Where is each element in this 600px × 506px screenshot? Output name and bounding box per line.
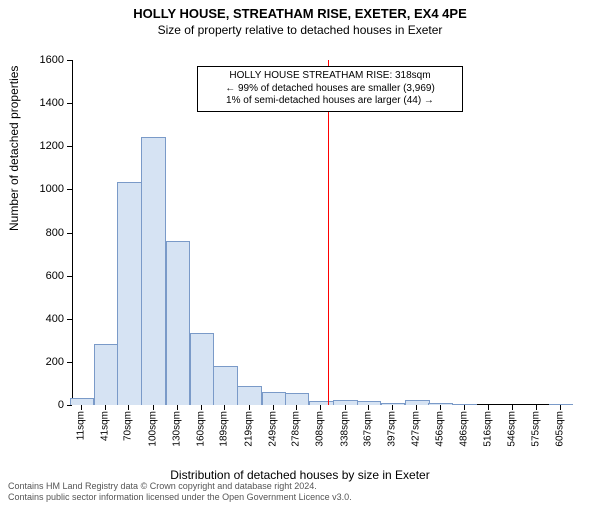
x-tick-label: 11sqm — [75, 411, 86, 440]
histogram-bar — [309, 401, 334, 405]
x-tick-mark — [81, 405, 82, 410]
histogram-bar — [549, 404, 574, 405]
x-tick-mark — [512, 405, 513, 410]
y-tick-label: 400 — [46, 313, 64, 325]
x-tick-label: 70sqm — [123, 411, 134, 441]
y-tick-mark — [67, 103, 72, 104]
x-tick-mark — [320, 405, 321, 410]
y-axis-label: Number of detached properties — [7, 66, 21, 231]
y-tick-mark — [67, 60, 72, 61]
axis-y-line — [72, 60, 73, 405]
footer-line: Contains HM Land Registry data © Crown c… — [8, 481, 352, 492]
x-tick-label: 219sqm — [243, 411, 254, 447]
y-tick-mark — [67, 276, 72, 277]
histogram-bar — [453, 404, 478, 405]
x-tick-mark — [177, 405, 178, 410]
y-tick-mark — [67, 362, 72, 363]
x-tick-label: 427sqm — [411, 411, 422, 447]
histogram-bar — [117, 182, 142, 405]
x-tick-label: 249sqm — [267, 411, 278, 447]
histogram-bar — [70, 398, 95, 405]
x-axis-label: Distribution of detached houses by size … — [0, 468, 600, 482]
annotation-line: 1% of semi-detached houses are larger (4… — [204, 95, 456, 108]
x-tick-label: 456sqm — [434, 411, 445, 447]
chart-subtitle: Size of property relative to detached ho… — [0, 23, 600, 37]
x-tick-label: 486sqm — [458, 411, 469, 447]
x-tick-mark — [273, 405, 274, 410]
histogram-bar — [190, 333, 215, 405]
x-tick-mark — [536, 405, 537, 410]
x-tick-label: 160sqm — [196, 411, 207, 447]
chart-title: HOLLY HOUSE, STREATHAM RISE, EXETER, EX4… — [0, 6, 600, 21]
histogram-bar — [94, 344, 119, 405]
x-tick-mark — [560, 405, 561, 410]
x-tick-label: 278sqm — [291, 411, 302, 447]
x-tick-mark — [464, 405, 465, 410]
histogram-bar — [285, 393, 310, 405]
x-tick-mark — [105, 405, 106, 410]
y-tick-label: 200 — [46, 356, 64, 368]
x-tick-mark — [488, 405, 489, 410]
x-tick-mark — [416, 405, 417, 410]
x-tick-mark — [345, 405, 346, 410]
footer-line: Contains public sector information licen… — [8, 492, 352, 503]
x-tick-label: 546sqm — [507, 411, 518, 447]
histogram-bar — [141, 137, 166, 405]
x-tick-mark — [296, 405, 297, 410]
y-tick-mark — [67, 146, 72, 147]
x-tick-label: 338sqm — [339, 411, 350, 447]
y-tick-mark — [67, 233, 72, 234]
x-tick-mark — [153, 405, 154, 410]
x-tick-label: 100sqm — [147, 411, 158, 447]
y-tick-mark — [67, 189, 72, 190]
y-tick-label: 0 — [58, 399, 64, 411]
histogram-bar — [405, 400, 430, 405]
x-tick-mark — [224, 405, 225, 410]
x-tick-mark — [440, 405, 441, 410]
y-tick-mark — [67, 405, 72, 406]
y-tick-label: 1600 — [40, 54, 64, 66]
x-tick-label: 308sqm — [315, 411, 326, 447]
y-tick-label: 1000 — [40, 183, 64, 195]
x-tick-label: 516sqm — [483, 411, 494, 447]
annotation-box: HOLLY HOUSE STREATHAM RISE: 318sqm← 99% … — [197, 66, 463, 112]
y-tick-label: 600 — [46, 270, 64, 282]
x-tick-label: 189sqm — [219, 411, 230, 447]
histogram-bar — [357, 401, 382, 405]
histogram-bar — [262, 392, 287, 405]
histogram-chart: 0200400600800100012001400160011sqm41sqm7… — [72, 60, 572, 405]
y-tick-label: 1400 — [40, 97, 64, 109]
x-tick-mark — [392, 405, 393, 410]
x-tick-mark — [368, 405, 369, 410]
x-tick-mark — [249, 405, 250, 410]
x-tick-label: 397sqm — [387, 411, 398, 447]
x-tick-mark — [201, 405, 202, 410]
y-tick-label: 800 — [46, 227, 64, 239]
y-tick-mark — [67, 319, 72, 320]
x-tick-label: 130sqm — [171, 411, 182, 447]
histogram-bar — [237, 386, 262, 405]
x-tick-label: 605sqm — [554, 411, 565, 447]
x-tick-label: 575sqm — [530, 411, 541, 447]
histogram-bar — [166, 241, 191, 405]
x-tick-label: 41sqm — [100, 411, 111, 441]
y-tick-label: 1200 — [40, 140, 64, 152]
x-tick-label: 367sqm — [362, 411, 373, 447]
annotation-line: ← 99% of detached houses are smaller (3,… — [204, 83, 456, 96]
reference-line — [328, 60, 329, 405]
annotation-line: HOLLY HOUSE STREATHAM RISE: 318sqm — [204, 70, 456, 83]
x-tick-mark — [128, 405, 129, 410]
histogram-bar — [213, 366, 238, 405]
